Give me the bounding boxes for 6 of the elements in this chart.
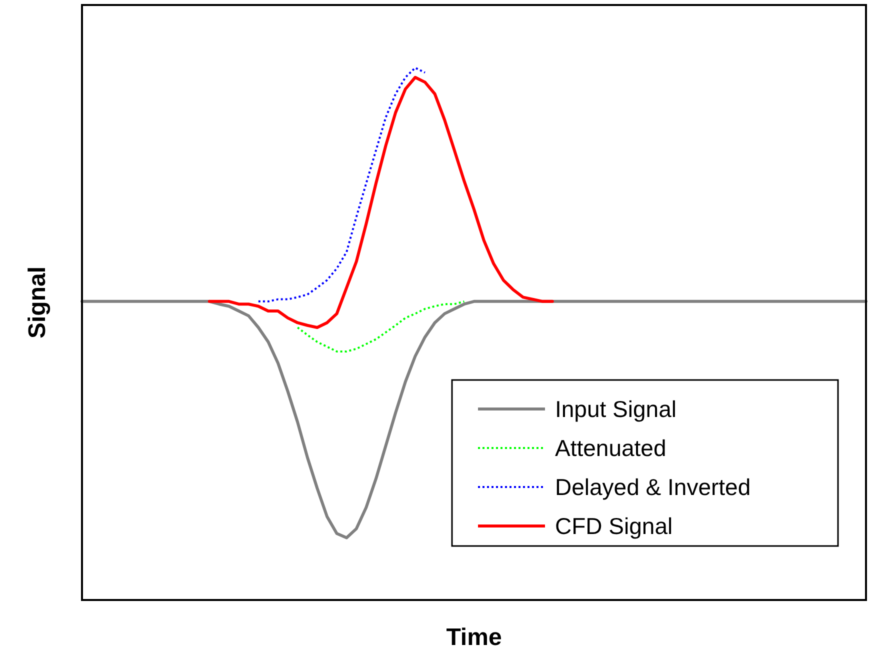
legend-label: Delayed & Inverted [555,474,751,500]
legend-label: CFD Signal [555,513,673,540]
legend-label: Input Signal [555,396,676,422]
legend-label: Attenuated [555,435,666,462]
x-axis-title: Time [446,624,502,651]
y-axis-title: Signal [24,266,51,339]
